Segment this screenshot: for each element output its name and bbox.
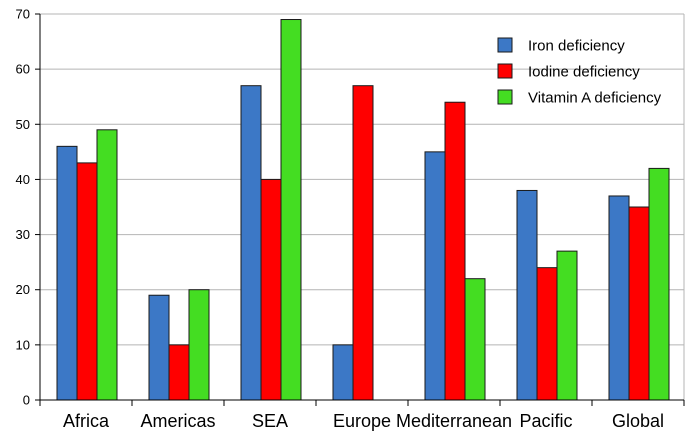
y-tick-label-10: 10 <box>16 337 30 352</box>
x-tick-label-americas: Americas <box>140 411 215 431</box>
bar-global-iodine-deficiency <box>628 206 650 401</box>
y-tick-label-70: 70 <box>16 7 30 22</box>
y-tick-label-40: 40 <box>16 172 30 187</box>
bar-sea-iodine-deficiency <box>260 178 282 401</box>
bar-global-iron-deficiency <box>608 195 630 401</box>
bar-americas-vitamin-a-deficiency <box>188 289 210 401</box>
legend-swatch-1 <box>497 63 513 79</box>
y-tick-label-60: 60 <box>16 62 30 77</box>
bar-pacific-iron-deficiency <box>516 189 538 401</box>
legend-label-2: Vitamin A deficiency <box>528 90 662 107</box>
legend-swatch-0 <box>497 37 513 53</box>
x-tick-label-europe: Europe <box>333 411 391 431</box>
tick-labels: 0 10 20 30 40 50 60 70 Africa Americas SEA Europe Me… <box>16 7 664 432</box>
y-tick-label-30: 30 <box>16 227 30 242</box>
x-tick-label-sea: SEA <box>252 411 288 431</box>
legend-swatch-2 <box>497 89 513 105</box>
bar-sea-iron-deficiency <box>240 85 262 401</box>
bar-africa-iron-deficiency <box>56 145 78 401</box>
axes <box>35 13 685 406</box>
bar-mediterranean-vitamin-a-deficiency <box>464 278 486 401</box>
bar-americas-iron-deficiency <box>148 294 170 401</box>
bar-mediterranean-iron-deficiency <box>424 151 446 401</box>
bar-mediterranean-iodine-deficiency <box>444 101 466 401</box>
y-tick-label-20: 20 <box>16 282 30 297</box>
bar-pacific-vitamin-a-deficiency <box>556 250 578 401</box>
bar-pacific-iodine-deficiency <box>536 267 558 401</box>
y-tick-label-0: 0 <box>23 393 30 408</box>
legend: Iron deficiency Iodine deficiency Vitamin … <box>497 37 662 107</box>
bar-global-vitamin-a-deficiency <box>648 167 670 401</box>
bar-sea-vitamin-a-deficiency <box>280 19 302 401</box>
y-tick-label-50: 50 <box>16 117 30 132</box>
x-tick-label-pacific: Pacific <box>519 411 572 431</box>
bar-europe-iodine-deficiency <box>352 85 374 401</box>
bar-europe-iron-deficiency <box>332 344 354 401</box>
bar-africa-iodine-deficiency <box>76 162 98 401</box>
bar-americas-iodine-deficiency <box>168 344 190 401</box>
x-tick-label-africa: Africa <box>63 411 110 431</box>
legend-label-1: Iodine deficiency <box>528 64 640 81</box>
legend-label-0: Iron deficiency <box>528 38 625 55</box>
x-tick-label-mediterranean: Mediterranean <box>396 411 512 431</box>
x-tick-label-global: Global <box>612 411 664 431</box>
bar-africa-vitamin-a-deficiency <box>96 129 118 401</box>
bars <box>56 19 670 401</box>
